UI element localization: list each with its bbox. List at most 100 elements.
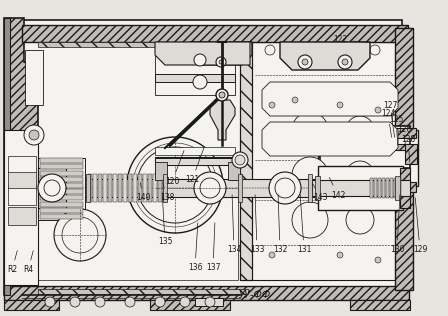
Circle shape <box>269 252 275 258</box>
Circle shape <box>155 297 165 307</box>
Text: 124: 124 <box>381 110 395 137</box>
Polygon shape <box>190 42 252 65</box>
Circle shape <box>95 297 105 307</box>
Bar <box>4 130 38 285</box>
Text: 143: 143 <box>313 185 327 203</box>
Circle shape <box>269 102 275 108</box>
Bar <box>308 174 312 202</box>
Text: 137: 137 <box>206 223 220 272</box>
Circle shape <box>370 45 380 55</box>
Bar <box>38 289 248 294</box>
Bar <box>148 174 152 202</box>
Bar <box>40 189 83 194</box>
Bar <box>22 20 402 290</box>
Bar <box>318 182 416 192</box>
Bar <box>395 28 413 290</box>
Circle shape <box>216 89 228 101</box>
Bar <box>40 195 83 200</box>
Bar <box>40 171 83 176</box>
Bar <box>318 130 418 186</box>
Circle shape <box>375 257 381 263</box>
Bar <box>228 162 240 180</box>
Bar <box>8 207 36 225</box>
Circle shape <box>346 116 374 144</box>
Text: 127: 127 <box>383 100 397 137</box>
Bar <box>113 174 117 202</box>
Bar <box>400 168 410 208</box>
Bar <box>240 42 252 280</box>
Circle shape <box>375 107 381 113</box>
Text: 131: 131 <box>297 195 311 254</box>
Text: 136: 136 <box>188 223 202 272</box>
Bar <box>40 183 83 188</box>
Circle shape <box>54 209 106 261</box>
Text: 128: 128 <box>401 136 415 162</box>
Bar <box>155 147 235 155</box>
Bar <box>350 300 410 310</box>
Circle shape <box>302 59 308 65</box>
Circle shape <box>200 178 220 198</box>
Circle shape <box>137 147 213 223</box>
Circle shape <box>346 161 374 189</box>
Bar <box>238 174 242 202</box>
Circle shape <box>45 297 55 307</box>
Bar <box>320 126 410 168</box>
Bar <box>155 55 235 95</box>
Bar <box>163 174 167 202</box>
Bar <box>153 174 157 202</box>
Bar <box>40 158 83 163</box>
Text: R2: R2 <box>7 251 17 275</box>
Bar <box>86 174 90 202</box>
Bar <box>312 180 410 196</box>
Circle shape <box>346 206 374 234</box>
Text: 133: 133 <box>250 195 264 254</box>
Bar <box>155 162 167 180</box>
Bar <box>22 25 408 42</box>
Bar <box>118 174 122 202</box>
Text: 130: 130 <box>390 195 404 254</box>
Bar <box>38 158 85 220</box>
Bar <box>38 179 394 197</box>
Circle shape <box>70 297 80 307</box>
Polygon shape <box>262 82 398 116</box>
Circle shape <box>205 297 215 307</box>
Circle shape <box>38 174 66 202</box>
Circle shape <box>232 152 248 168</box>
Bar <box>38 168 66 208</box>
Bar <box>155 158 243 165</box>
Circle shape <box>219 60 223 64</box>
Bar <box>133 174 137 202</box>
Bar <box>318 128 416 138</box>
Circle shape <box>337 252 343 258</box>
Circle shape <box>342 59 348 65</box>
Circle shape <box>24 125 44 145</box>
Circle shape <box>180 297 190 307</box>
Circle shape <box>269 172 301 204</box>
Circle shape <box>292 112 328 148</box>
Circle shape <box>219 92 225 98</box>
Bar <box>138 174 142 202</box>
Bar <box>155 157 240 165</box>
Bar <box>38 180 238 280</box>
Circle shape <box>193 75 207 89</box>
Bar <box>38 42 238 47</box>
Bar <box>163 174 167 202</box>
Bar <box>240 42 252 280</box>
Circle shape <box>295 45 305 55</box>
Bar <box>315 176 320 200</box>
Bar <box>143 174 147 202</box>
Circle shape <box>292 97 298 103</box>
Bar <box>155 74 235 82</box>
Circle shape <box>235 155 245 165</box>
Circle shape <box>29 130 39 140</box>
Text: 125: 125 <box>389 116 403 145</box>
Circle shape <box>125 297 135 307</box>
Bar <box>25 50 43 105</box>
Bar <box>4 300 59 310</box>
Bar <box>230 160 240 180</box>
Bar <box>40 177 83 182</box>
Bar <box>40 202 83 207</box>
Text: 142: 142 <box>329 178 345 199</box>
Bar <box>8 156 36 172</box>
Polygon shape <box>210 100 235 140</box>
